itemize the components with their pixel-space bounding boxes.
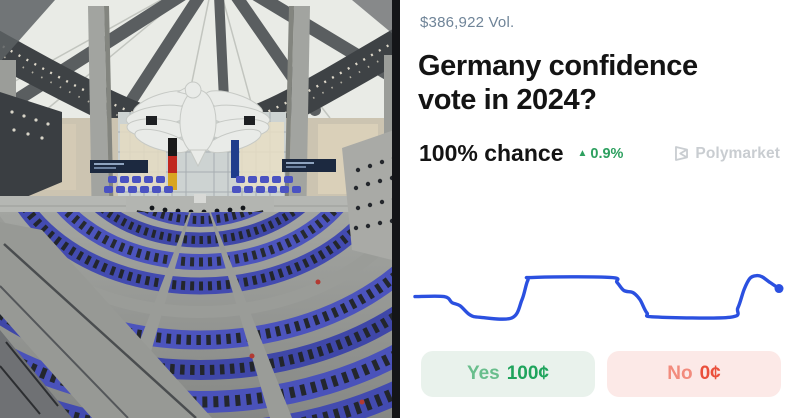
delta-value: 0.9% xyxy=(590,145,624,162)
volume-text: $386,922 Vol. xyxy=(420,14,515,31)
up-triangle-icon: ▲ xyxy=(577,147,588,159)
yes-price: 100¢ xyxy=(506,363,550,384)
brand-name: Polymarket xyxy=(695,144,780,162)
no-button[interactable]: No 0¢ xyxy=(607,351,781,397)
brand-lockup: Polymarket xyxy=(673,145,780,163)
yes-label: Yes xyxy=(466,363,500,384)
sparkline-end-dot xyxy=(774,284,784,294)
polymarket-icon xyxy=(675,146,689,161)
eu-flag xyxy=(231,140,239,178)
delta-badge: ▲ 0.9% xyxy=(577,146,623,162)
chance-row: 100% chance ▲ 0.9% Polymarket xyxy=(419,140,780,167)
bundestag-chamber-photo xyxy=(0,0,400,418)
outcome-buttons: Yes 100¢ No 0¢ xyxy=(421,351,781,397)
chance-value: 100% chance xyxy=(419,140,564,166)
yes-button[interactable]: Yes 100¢ xyxy=(421,351,595,397)
bundestag-photo-illustration xyxy=(0,0,400,418)
federal-eagle xyxy=(125,81,271,168)
sparkline xyxy=(413,273,784,321)
german-flag xyxy=(168,138,177,190)
market-panel: $386,922 Vol. Germany confidence vote in… xyxy=(400,0,800,418)
market-title: Germany confidence vote in 2024? xyxy=(418,50,698,116)
no-price: 0¢ xyxy=(699,363,721,384)
no-label: No xyxy=(667,363,693,384)
